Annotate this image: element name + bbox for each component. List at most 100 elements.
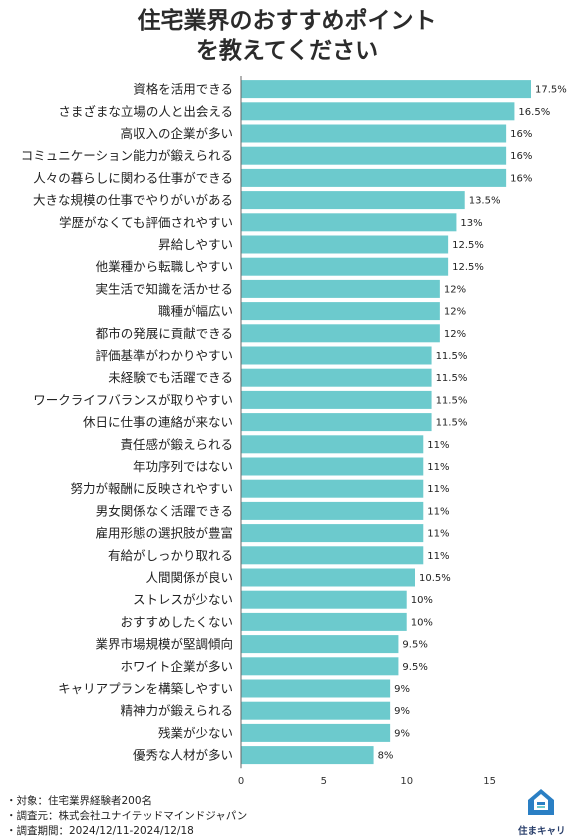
bar bbox=[241, 257, 449, 276]
chart-title: 住宅業界のおすすめポイント を教えてください bbox=[0, 6, 574, 66]
bar bbox=[241, 612, 407, 631]
value-label: 11.5% bbox=[436, 395, 468, 406]
bar bbox=[241, 124, 507, 143]
category-label: 休日に仕事の連絡が来ない bbox=[83, 415, 233, 430]
value-label: 13% bbox=[460, 218, 482, 229]
note-source: ・調査元：株式会社ユナイテッドマインドジャパン bbox=[6, 810, 248, 822]
value-label: 11% bbox=[427, 440, 449, 451]
bar bbox=[241, 390, 432, 409]
category-label: おすすめしたくない bbox=[120, 614, 233, 629]
bar bbox=[241, 302, 440, 321]
value-label: 16% bbox=[510, 151, 532, 162]
value-label: 9.5% bbox=[402, 640, 427, 651]
bar bbox=[241, 346, 432, 365]
x-tick-label: 0 bbox=[238, 776, 244, 787]
note-target: ・対象：住宅業界経験者200名 bbox=[6, 795, 153, 807]
chart-title-line2: を教えてください bbox=[195, 38, 379, 64]
bar bbox=[241, 701, 391, 720]
category-label: 他業種から転職しやすい bbox=[96, 259, 233, 274]
value-label: 12% bbox=[444, 284, 466, 295]
category-label: 精神力が鍛えられる bbox=[120, 703, 233, 718]
value-label: 16% bbox=[510, 129, 532, 140]
bar bbox=[241, 80, 531, 99]
x-tick-label: 15 bbox=[483, 776, 496, 787]
value-label: 8% bbox=[378, 751, 394, 762]
value-label: 12.5% bbox=[452, 262, 484, 273]
category-label: 評価基準がわかりやすい bbox=[95, 348, 233, 363]
bar bbox=[241, 568, 415, 587]
category-label: 都市の発展に貢献できる bbox=[96, 326, 233, 341]
category-label: 雇用形態の選択肢が豊富 bbox=[95, 526, 233, 541]
value-label: 11% bbox=[427, 551, 449, 562]
bar bbox=[241, 279, 440, 298]
category-label: 大きな規模の仕事でやりがいがある bbox=[33, 193, 233, 208]
bar bbox=[241, 524, 424, 543]
value-label: 11% bbox=[427, 506, 449, 517]
category-label: 人々の暮らしに関わる仕事ができる bbox=[33, 170, 233, 185]
category-label: 年功序列ではない bbox=[133, 459, 233, 474]
category-label: 有給がしっかり取れる bbox=[108, 548, 233, 563]
category-label: 職種が幅広い bbox=[158, 304, 233, 319]
value-label: 16.5% bbox=[518, 107, 550, 118]
category-label: 実生活で知識を活かせる bbox=[95, 281, 233, 296]
bar bbox=[241, 746, 374, 765]
category-label: ワークライフバランスが取りやすい bbox=[33, 392, 233, 407]
house-logo-icon bbox=[528, 789, 554, 815]
value-label: 10.5% bbox=[419, 573, 451, 584]
value-label: 12.5% bbox=[452, 240, 484, 251]
category-label: 高収入の企業が多い bbox=[120, 126, 233, 141]
value-label: 13.5% bbox=[469, 196, 501, 207]
value-label: 9.5% bbox=[402, 662, 427, 673]
bar bbox=[241, 723, 391, 742]
bar bbox=[241, 635, 399, 654]
value-label: 11% bbox=[427, 484, 449, 495]
value-label: 11.5% bbox=[436, 373, 468, 384]
category-label: 男女関係なく活躍できる bbox=[96, 503, 233, 518]
bar bbox=[241, 191, 465, 210]
chart-title-line1: 住宅業界のおすすめポイント bbox=[137, 8, 437, 34]
value-label: 11% bbox=[427, 529, 449, 540]
note-period: ・調査期間：2024/12/11-2024/12/18 bbox=[6, 825, 194, 837]
bar bbox=[241, 435, 424, 454]
bar bbox=[241, 146, 507, 165]
category-label: 人間関係が良い bbox=[145, 570, 233, 585]
value-label: 12% bbox=[444, 329, 466, 340]
bar bbox=[241, 657, 399, 676]
bar bbox=[241, 457, 424, 476]
value-label: 10% bbox=[411, 617, 433, 628]
category-label: 業界市場規模が堅調傾向 bbox=[95, 637, 233, 652]
bar bbox=[241, 235, 449, 254]
bar bbox=[241, 590, 407, 609]
bar bbox=[241, 102, 515, 121]
x-axis-ticks: 0 5 10 15 bbox=[238, 776, 496, 787]
category-label: 責任感が鍛えられる bbox=[120, 437, 233, 452]
value-label: 16% bbox=[510, 173, 532, 184]
category-label: 未経験でも活躍できる bbox=[108, 370, 233, 385]
category-label: 資格を活用できる bbox=[133, 82, 233, 97]
category-label: 優秀な人材が多い bbox=[133, 748, 233, 763]
bar bbox=[241, 546, 424, 565]
bar bbox=[241, 479, 424, 498]
value-label: 10% bbox=[411, 595, 433, 606]
category-label: コミュニケーション能力が鍛えられる bbox=[21, 148, 233, 163]
bars-group: 資格を活用できる 17.5% さまざまな立場の人と出会える 16.5% 高収入の企業が多… bbox=[21, 80, 567, 765]
bar bbox=[241, 213, 457, 232]
value-label: 9% bbox=[394, 728, 410, 739]
category-label: 努力が報酬に反映されやすい bbox=[70, 481, 233, 496]
survey-notes: ・対象：住宅業界経験者200名 ・調査元：株式会社ユナイテッドマインドジャパン … bbox=[6, 794, 247, 839]
bar-chart: 資格を活用できる 17.5% さまざまな立場の人と出会える 16.5% 高収入の企業が多… bbox=[21, 76, 567, 787]
category-label: キャリアプランを構築しやすい bbox=[58, 681, 233, 696]
bar bbox=[241, 368, 432, 387]
category-label: 残業が少ない bbox=[158, 725, 233, 740]
bar bbox=[241, 679, 391, 698]
value-label: 9% bbox=[394, 684, 410, 695]
logo-text: 住まキャリ bbox=[518, 826, 566, 837]
bar bbox=[241, 168, 507, 187]
bar bbox=[241, 413, 432, 432]
category-label: 昇給しやすい bbox=[158, 237, 233, 252]
value-label: 11.5% bbox=[436, 418, 468, 429]
category-label: ホワイト企業が多い bbox=[120, 659, 233, 674]
value-label: 12% bbox=[444, 307, 466, 318]
value-label: 11% bbox=[427, 462, 449, 473]
bar bbox=[241, 324, 440, 343]
